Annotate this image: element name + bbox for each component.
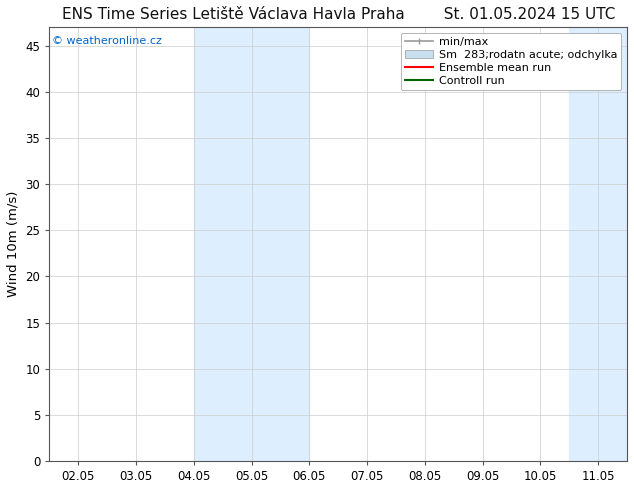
- Legend: min/max, Sm  283;rodatn acute; odchylka, Ensemble mean run, Controll run: min/max, Sm 283;rodatn acute; odchylka, …: [401, 33, 621, 90]
- Y-axis label: Wind 10m (m/s): Wind 10m (m/s): [7, 191, 20, 297]
- Bar: [194, 27, 309, 461]
- Title: ENS Time Series Letiště Václava Havla Praha        St. 01.05.2024 15 UTC: ENS Time Series Letiště Václava Havla Pr…: [61, 7, 615, 22]
- Text: © weatheronline.cz: © weatheronline.cz: [52, 36, 162, 46]
- Bar: [569, 27, 627, 461]
